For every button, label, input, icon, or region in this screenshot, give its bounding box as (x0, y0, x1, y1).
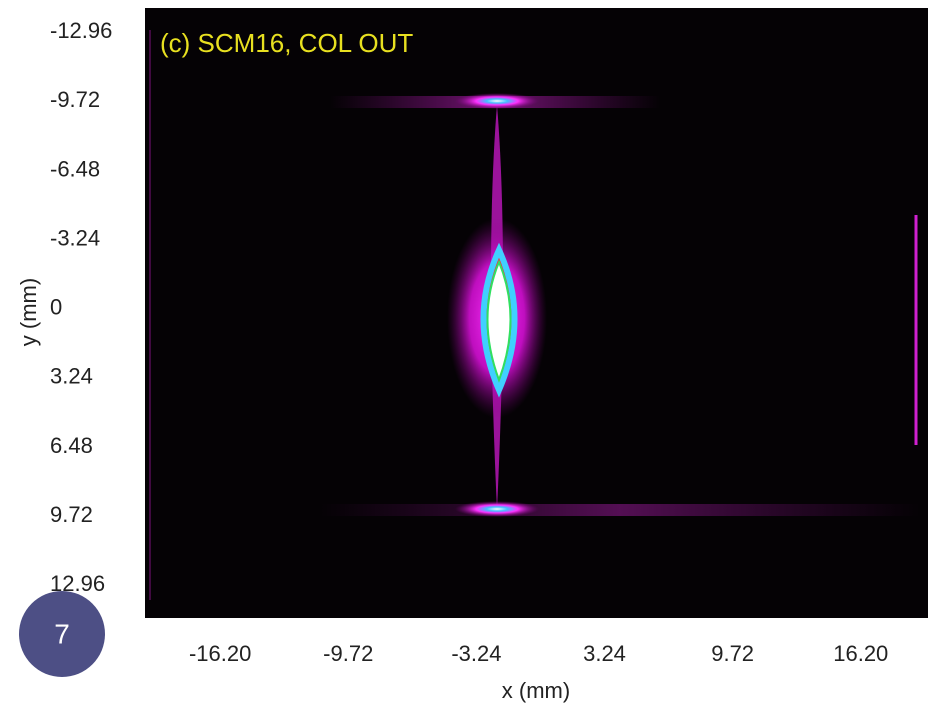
x-tick-label: -16.20 (189, 641, 251, 666)
x-axis-label: x (mm) (502, 678, 570, 703)
y-tick-label: -6.48 (50, 156, 100, 181)
y-tick-label: 6.48 (50, 433, 93, 458)
y-tick-label: 0 (50, 295, 62, 320)
slide-number: 7 (54, 618, 70, 649)
slide-badge: 7 (19, 591, 105, 677)
y-axis-label: y (mm) (16, 278, 41, 346)
x-tick-label: -3.24 (451, 641, 501, 666)
y-tick-label: 9.72 (50, 502, 93, 527)
y-tick-label: -12.96 (50, 18, 112, 43)
x-tick-label: 3.24 (583, 641, 626, 666)
x-tick-label: -9.72 (323, 641, 373, 666)
beam-image (145, 8, 928, 618)
y-tick-label: 12.96 (50, 571, 105, 596)
x-tick-label: 9.72 (711, 641, 754, 666)
y-tick-label: 3.24 (50, 364, 93, 389)
y-tick-label: -3.24 (50, 225, 100, 250)
chart-title: (c) SCM16, COL OUT (160, 28, 413, 58)
x-tick-label: 16.20 (833, 641, 888, 666)
y-tick-label: -9.72 (50, 87, 100, 112)
